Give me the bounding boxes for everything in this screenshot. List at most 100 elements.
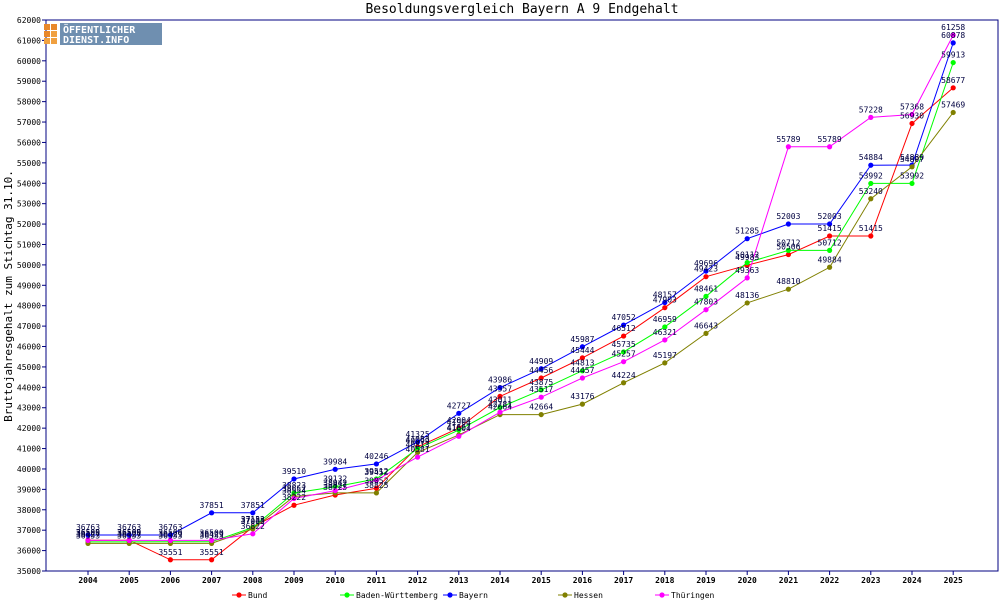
x-tick-label: 2017 (614, 576, 633, 585)
y-tick-label: 62000 (17, 16, 41, 25)
data-point (909, 164, 915, 170)
data-label: 46321 (653, 328, 677, 337)
y-tick-label: 57000 (17, 118, 41, 127)
data-point (703, 330, 709, 336)
data-label: 45257 (612, 350, 636, 359)
data-point (415, 449, 421, 455)
data-label: 39452 (364, 468, 388, 477)
data-point (827, 247, 833, 253)
data-label: 38827 (323, 481, 347, 490)
y-tick-label: 44000 (17, 383, 41, 392)
x-tick-label: 2018 (655, 576, 674, 585)
x-tick-label: 2005 (120, 576, 139, 585)
x-tick-label: 2009 (284, 576, 303, 585)
x-tick-label: 2022 (820, 576, 839, 585)
data-label: 42664 (488, 403, 512, 412)
data-point (703, 293, 709, 299)
data-point (703, 268, 709, 274)
data-point (415, 454, 421, 460)
logo-line-2: DIENST.INFO (63, 35, 129, 46)
data-point (744, 260, 750, 266)
data-label: 54807 (900, 155, 924, 164)
y-tick-label: 47000 (17, 322, 41, 331)
data-point (538, 387, 544, 393)
data-point (662, 324, 668, 330)
data-label: 54884 (859, 153, 883, 162)
data-point (785, 251, 792, 258)
data-label: 51285 (735, 227, 759, 236)
data-point (621, 322, 627, 328)
data-point (291, 502, 297, 508)
legend-swatch-marker (344, 592, 350, 598)
y-tick-label: 51000 (17, 240, 41, 249)
data-point (332, 484, 338, 490)
data-label: 57228 (859, 105, 883, 114)
data-label: 55789 (776, 135, 800, 144)
data-point (827, 264, 833, 270)
data-label: 36353 (76, 531, 100, 540)
data-point (785, 286, 792, 292)
legend-swatch-marker (236, 592, 242, 598)
data-point (950, 40, 956, 46)
x-tick-label: 2015 (532, 576, 551, 585)
data-label: 36509 (117, 528, 141, 537)
data-point (497, 393, 503, 399)
data-label: 48157 (653, 290, 677, 299)
data-point (209, 557, 215, 563)
data-point (621, 359, 627, 365)
data-label: 47052 (612, 313, 636, 322)
data-point (950, 59, 956, 66)
x-tick-label: 2023 (861, 576, 880, 585)
data-label: 36500 (117, 528, 141, 537)
data-label: 35551 (200, 548, 224, 557)
legend-swatch-marker (659, 592, 665, 598)
data-label: 42004 (447, 416, 471, 425)
logo-line-1: ÖFFENTLICHER (63, 22, 136, 36)
y-tick-label: 53000 (17, 200, 41, 209)
data-label: 40246 (364, 452, 388, 461)
data-point (126, 532, 132, 538)
data-point (456, 410, 462, 416)
data-point (538, 411, 544, 418)
data-label: 41667 (447, 423, 471, 432)
data-point (250, 510, 256, 516)
data-point (209, 537, 215, 543)
series-line-4 (88, 34, 954, 541)
y-tick-label: 40000 (17, 465, 41, 474)
data-label: 43875 (529, 378, 553, 387)
data-point (909, 120, 915, 127)
legend-entry: Baden-Württemberg (356, 591, 438, 600)
x-tick-label: 2007 (202, 576, 221, 585)
data-label: 36822 (241, 522, 265, 531)
data-point (415, 439, 421, 445)
data-point (662, 337, 668, 343)
data-point (497, 385, 503, 391)
y-tick-label: 38000 (17, 506, 41, 515)
data-point (456, 433, 462, 439)
data-label: 40999 (406, 437, 430, 446)
data-label: 60878 (941, 31, 965, 40)
data-point (868, 196, 874, 202)
data-label: 38554 (282, 486, 306, 495)
data-label: 45735 (612, 340, 636, 349)
y-tick-label: 49000 (17, 281, 41, 290)
data-label: 36353 (158, 531, 182, 540)
data-point (167, 532, 173, 538)
x-tick-label: 2013 (449, 576, 468, 585)
data-label: 48461 (694, 284, 718, 293)
y-tick-label: 39000 (17, 485, 41, 494)
data-point (785, 144, 792, 150)
y-tick-label: 35000 (17, 567, 41, 576)
x-tick-label: 2020 (738, 576, 757, 585)
y-tick-label: 58000 (17, 98, 41, 107)
x-tick-label: 2012 (408, 576, 427, 585)
data-label: 57368 (900, 103, 924, 112)
y-tick-label: 48000 (17, 302, 41, 311)
data-point (621, 333, 627, 339)
data-point (703, 307, 709, 313)
data-label: 36763 (117, 523, 141, 532)
data-label: 49983 (735, 253, 759, 262)
data-point (456, 427, 462, 433)
data-point (373, 485, 379, 491)
